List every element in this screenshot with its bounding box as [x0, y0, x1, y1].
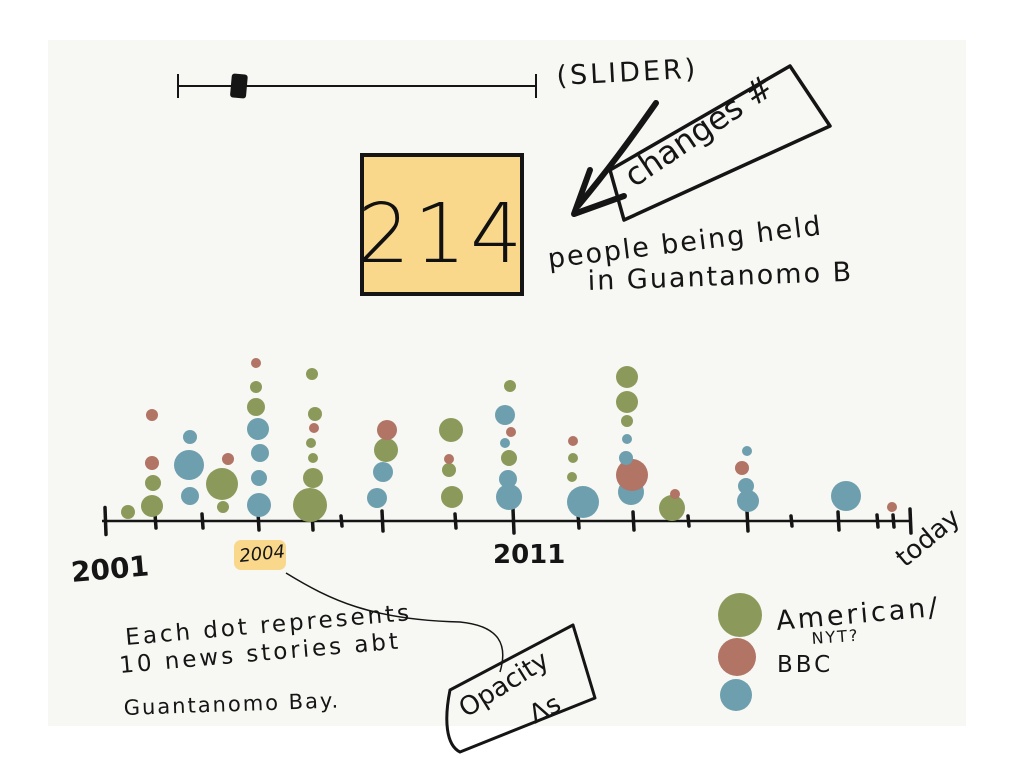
news-dot-bbc[interactable] [670, 489, 680, 499]
timeline-tick [908, 507, 913, 535]
news-dot-other[interactable] [181, 487, 199, 505]
legend: American/ NYT? BBC [718, 592, 942, 711]
news-dot-other[interactable] [495, 405, 515, 425]
counter-box [360, 153, 524, 296]
slider[interactable] [177, 73, 537, 99]
opacity-box [445, 623, 597, 754]
timeline-tick [103, 505, 108, 537]
news-dot-other[interactable] [251, 470, 267, 486]
news-dot-american[interactable] [308, 407, 322, 421]
news-dot-american[interactable] [121, 505, 135, 519]
news-dot-other[interactable] [183, 430, 197, 444]
news-dot-bbc[interactable] [309, 423, 319, 433]
timeline-tick [836, 510, 841, 532]
timeline-tick [339, 514, 344, 528]
news-dot-american[interactable] [306, 438, 316, 448]
news-dot-american[interactable] [206, 468, 238, 500]
news-dot-bbc[interactable] [251, 358, 261, 368]
timeline-tick [891, 513, 896, 529]
news-dot-other[interactable] [738, 478, 754, 494]
news-dot-american[interactable] [308, 453, 318, 463]
news-dot-american[interactable] [441, 486, 463, 508]
news-dot-american[interactable] [616, 366, 638, 388]
news-dot-other[interactable] [373, 462, 393, 482]
timeline-tick [453, 512, 458, 530]
news-dot-american[interactable] [293, 488, 327, 522]
news-dot-other[interactable] [567, 486, 599, 518]
timeline-mid-label: 2011 [493, 540, 565, 570]
note-line3: Guantanomo Bay. [123, 688, 340, 720]
news-dot-bbc[interactable] [616, 459, 648, 491]
news-dot-other[interactable] [737, 490, 759, 512]
callout-box [608, 64, 832, 222]
news-dot-bbc[interactable] [377, 420, 397, 440]
counter-value: 214 [358, 187, 527, 282]
news-dot-american[interactable] [616, 391, 638, 413]
timeline-end-label: today [890, 503, 966, 574]
news-dot-other[interactable] [500, 438, 510, 448]
news-dot-bbc[interactable] [444, 454, 454, 464]
news-dot-american[interactable] [217, 501, 229, 513]
news-dot-american[interactable] [439, 418, 463, 442]
news-dot-other[interactable] [251, 444, 269, 462]
news-dot-american[interactable] [306, 368, 318, 380]
timeline-tick [631, 510, 636, 532]
news-dots [121, 358, 897, 522]
legend-dot-american [718, 593, 762, 637]
news-dot-american[interactable] [374, 438, 398, 462]
news-dot-american[interactable] [501, 450, 517, 466]
news-dot-american[interactable] [504, 380, 516, 392]
legend-label-bbc: BBC [777, 652, 833, 678]
news-dot-american[interactable] [303, 468, 323, 488]
news-dot-american[interactable] [247, 398, 265, 416]
news-dot-other[interactable] [831, 481, 861, 511]
news-dot-american[interactable] [568, 453, 578, 463]
news-dot-american[interactable] [621, 415, 633, 427]
highlight-year-marker [234, 540, 286, 570]
news-dot-american[interactable] [442, 463, 456, 477]
news-dot-bbc[interactable] [568, 436, 578, 446]
news-dot-other[interactable] [496, 484, 522, 510]
news-dot-american[interactable] [145, 475, 161, 491]
slider-label: (SLIDER) [556, 54, 699, 92]
news-dot-other[interactable] [174, 450, 204, 480]
timeline-tick [789, 514, 794, 528]
news-dot-other[interactable] [619, 451, 633, 465]
news-dot-american[interactable] [567, 472, 577, 482]
timeline-tick [511, 507, 516, 535]
news-dot-bbc[interactable] [735, 461, 749, 475]
news-dot-bbc[interactable] [506, 427, 516, 437]
legend-dot-bbc [718, 638, 756, 676]
timeline-tick [875, 513, 880, 529]
news-dot-bbc[interactable] [145, 456, 159, 470]
news-dot-other[interactable] [622, 434, 632, 444]
legend-dot-other [720, 679, 752, 711]
timeline-tick [380, 509, 385, 533]
news-dot-other[interactable] [499, 470, 517, 488]
news-dot-other[interactable] [367, 488, 387, 508]
callout-arrow-head [571, 167, 627, 217]
news-dot-other[interactable] [247, 418, 269, 440]
highlight-year-label: 2004 [238, 541, 286, 567]
news-dot-other[interactable] [247, 493, 271, 517]
opacity-pointer-line [285, 572, 504, 673]
news-dot-american[interactable] [141, 495, 163, 517]
timeline-start-label: 2001 [70, 549, 151, 589]
timeline-tick [745, 509, 750, 533]
news-dot-bbc[interactable] [146, 409, 158, 421]
news-dot-american[interactable] [250, 381, 262, 393]
news-dot-american[interactable] [659, 495, 685, 521]
callout-arrow-shaft [575, 100, 659, 209]
news-dot-other[interactable] [742, 446, 752, 456]
legend-sublabel-american: NYT? [811, 626, 860, 648]
timeline-tick [200, 512, 205, 530]
news-dot-bbc[interactable] [222, 453, 234, 465]
news-dot-bbc[interactable] [887, 502, 897, 512]
slider-thumb[interactable] [230, 73, 248, 99]
timeline-tick [686, 514, 691, 528]
